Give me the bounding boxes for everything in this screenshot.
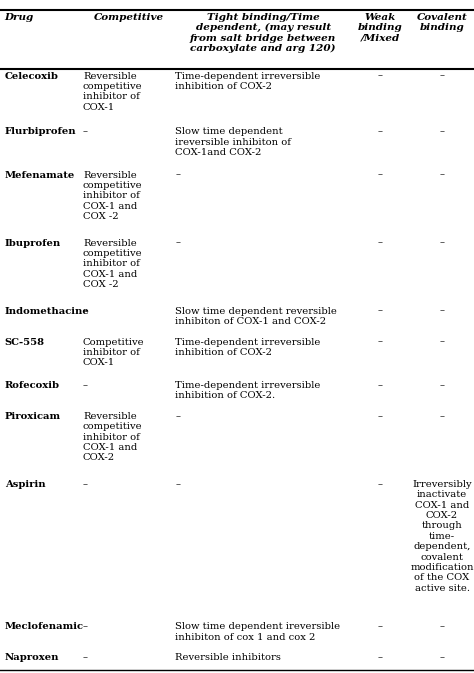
Text: –: – <box>439 653 445 662</box>
Text: –: – <box>439 412 445 421</box>
Text: SC-558: SC-558 <box>5 338 45 347</box>
Text: –: – <box>175 170 181 180</box>
Text: –: – <box>378 412 383 421</box>
Text: –: – <box>378 71 383 81</box>
Text: Slow time dependent ireversible
inhibiton of cox 1 and cox 2: Slow time dependent ireversible inhibito… <box>175 622 340 641</box>
Text: –: – <box>378 238 383 248</box>
Text: –: – <box>439 238 445 248</box>
Text: Meclofenamic: Meclofenamic <box>5 622 84 631</box>
Text: Irreversibly
inactivate
COX-1 and
COX-2
through
time-
dependent,
covalent
modifi: Irreversibly inactivate COX-1 and COX-2 … <box>410 480 474 593</box>
Text: –: – <box>378 170 383 180</box>
Text: Competitive: Competitive <box>94 13 164 22</box>
Text: Reversible
competitive
inhibitor of
COX-1: Reversible competitive inhibitor of COX-… <box>83 71 143 112</box>
Text: Slow time dependent
ireversible inhibiton of
COX-1and COX-2: Slow time dependent ireversible inhibito… <box>175 127 292 157</box>
Text: –: – <box>83 127 88 136</box>
Text: Reversible
competitive
inhibitor of
COX-1 and
COX-2: Reversible competitive inhibitor of COX-… <box>83 412 143 462</box>
Text: Tight binding/Time
dependent, (may result
from salt bridge between
carboxylate a: Tight binding/Time dependent, (may resul… <box>190 13 336 53</box>
Text: Time-dependent irreversible
inhibition of COX-2.: Time-dependent irreversible inhibition o… <box>175 381 321 400</box>
Text: –: – <box>439 127 445 136</box>
Text: Mefenamate: Mefenamate <box>5 170 75 180</box>
Text: –: – <box>378 307 383 316</box>
Text: Drug: Drug <box>5 13 34 22</box>
Text: –: – <box>175 480 181 489</box>
Text: –: – <box>378 622 383 631</box>
Text: –: – <box>378 381 383 390</box>
Text: –: – <box>439 307 445 316</box>
Text: Reversible
competitive
inhibitor of
COX-1 and
COX -2: Reversible competitive inhibitor of COX-… <box>83 238 143 289</box>
Text: Indomethacine: Indomethacine <box>5 307 90 316</box>
Text: Ibuprofen: Ibuprofen <box>5 238 61 248</box>
Text: Reversible
competitive
inhibitor of
COX-1 and
COX -2: Reversible competitive inhibitor of COX-… <box>83 170 143 221</box>
Text: Weak
binding
/Mixed: Weak binding /Mixed <box>358 13 403 42</box>
Text: Covalent
binding: Covalent binding <box>417 13 467 32</box>
Text: –: – <box>439 622 445 631</box>
Text: Piroxicam: Piroxicam <box>5 412 61 421</box>
Text: Competitive
inhibitor of
COX-1: Competitive inhibitor of COX-1 <box>83 338 145 367</box>
Text: Time-dependent irreversible
inhibition of COX-2: Time-dependent irreversible inhibition o… <box>175 338 321 357</box>
Text: Naproxen: Naproxen <box>5 653 59 662</box>
Text: –: – <box>83 307 88 316</box>
Text: –: – <box>378 338 383 347</box>
Text: Aspirin: Aspirin <box>5 480 46 489</box>
Text: Slow time dependent reversible
inhibiton of COX-1 and COX-2: Slow time dependent reversible inhibiton… <box>175 307 337 326</box>
Text: –: – <box>175 238 181 248</box>
Text: –: – <box>83 381 88 390</box>
Text: –: – <box>439 170 445 180</box>
Text: Reversible inhibitors: Reversible inhibitors <box>175 653 281 662</box>
Text: –: – <box>175 412 181 421</box>
Text: Flurbiprofen: Flurbiprofen <box>5 127 76 136</box>
Text: –: – <box>378 127 383 136</box>
Text: –: – <box>439 381 445 390</box>
Text: Time-dependent irreversible
inhibition of COX-2: Time-dependent irreversible inhibition o… <box>175 71 321 91</box>
Text: –: – <box>439 71 445 81</box>
Text: –: – <box>378 653 383 662</box>
Text: –: – <box>83 622 88 631</box>
Text: Celecoxib: Celecoxib <box>5 71 59 81</box>
Text: –: – <box>439 338 445 347</box>
Text: Rofecoxib: Rofecoxib <box>5 381 60 390</box>
Text: –: – <box>83 653 88 662</box>
Text: –: – <box>378 480 383 489</box>
Text: –: – <box>83 480 88 489</box>
